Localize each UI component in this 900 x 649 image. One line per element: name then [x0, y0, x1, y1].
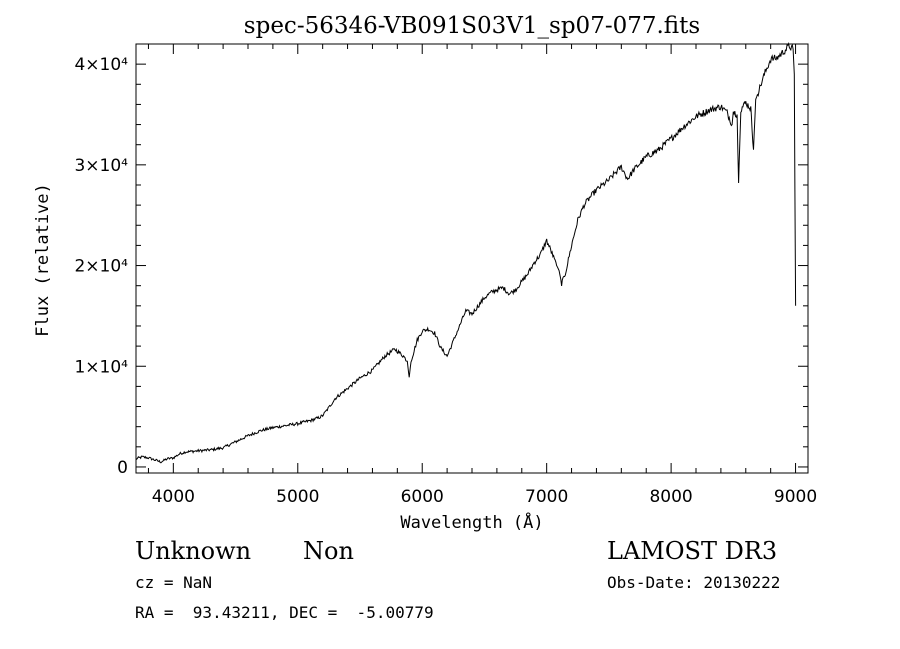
- x-axis-ticks: 4000 5000 6000 7000 8000 9000: [147, 44, 817, 507]
- coordinates-text: RA = 93.43211, DEC = -5.00779: [135, 603, 434, 622]
- y-tick-label: 2×10⁴: [74, 257, 128, 277]
- x-tick-label: 7000: [525, 487, 568, 507]
- observation-date: Obs-Date: 20130222: [607, 573, 781, 592]
- y-axis-label: Flux (relative): [33, 183, 53, 337]
- y-tick-label: 3×10⁴: [74, 156, 128, 176]
- x-tick-label: 4000: [152, 487, 195, 507]
- x-tick-label: 9000: [774, 487, 817, 507]
- object-class: Unknown: [135, 537, 252, 565]
- survey-name: LAMOST DR3: [607, 537, 778, 565]
- plot-frame: [135, 43, 809, 474]
- x-axis-label: Wavelength (Å): [400, 511, 543, 533]
- y-tick-label: 4×10⁴: [74, 55, 128, 75]
- redshift-text: cz = NaN: [135, 573, 213, 592]
- x-tick-label: 6000: [401, 487, 444, 507]
- series-layer: [135, 41, 797, 464]
- chart-title: spec-56346-VB091S03V1_sp07-077.fits: [244, 13, 700, 39]
- y-tick-label: 0: [117, 458, 128, 478]
- x-tick-label: 5000: [276, 487, 319, 507]
- y-axis-ticks: 0 1×10⁴ 2×10⁴ 3×10⁴ 4×10⁴: [74, 55, 808, 478]
- spectrum-line: [135, 41, 797, 464]
- y-tick-label: 1×10⁴: [74, 357, 128, 377]
- object-subclass: Non: [303, 537, 354, 565]
- x-tick-label: 8000: [649, 487, 692, 507]
